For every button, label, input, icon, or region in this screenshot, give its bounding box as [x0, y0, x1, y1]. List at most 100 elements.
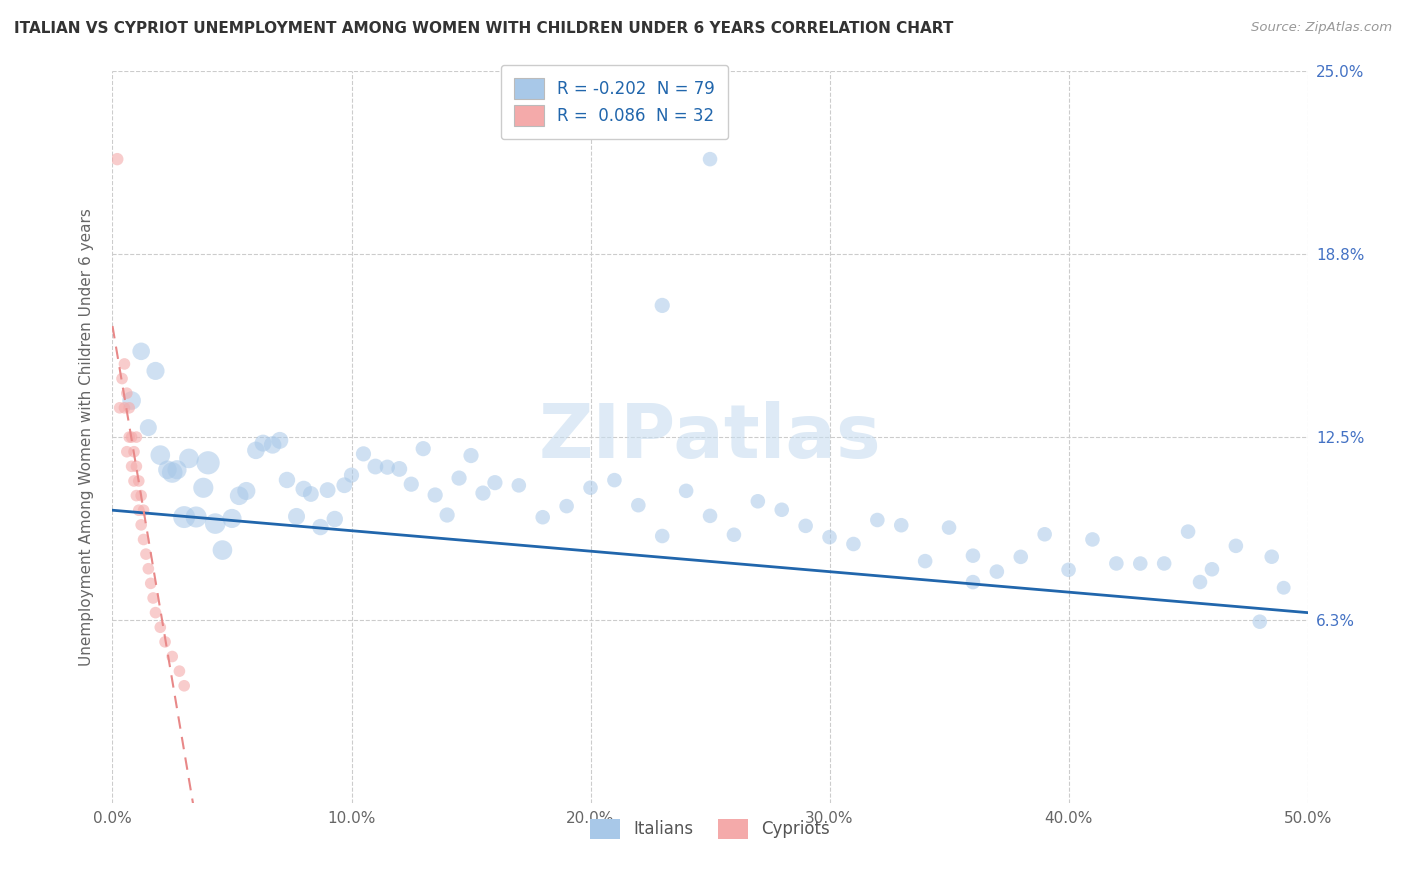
Point — [145, 364, 167, 378]
Point — [866, 513, 889, 527]
Point — [531, 510, 554, 524]
Point — [145, 606, 167, 620]
Point — [149, 620, 172, 634]
Point — [747, 494, 769, 508]
Point — [962, 575, 984, 590]
Point — [299, 487, 322, 501]
Legend: Italians, Cypriots: Italians, Cypriots — [583, 812, 837, 846]
Point — [197, 456, 219, 470]
Point — [114, 401, 135, 415]
Point — [484, 475, 506, 490]
Point — [316, 483, 339, 497]
Point — [135, 547, 157, 561]
Point — [292, 482, 315, 496]
Point — [142, 591, 165, 605]
Point — [125, 489, 148, 503]
Point — [111, 371, 134, 385]
Point — [651, 529, 673, 543]
Point — [262, 438, 284, 452]
Point — [818, 530, 841, 544]
Point — [472, 486, 495, 500]
Point — [1201, 562, 1223, 576]
Point — [1129, 557, 1152, 571]
Point — [340, 468, 363, 483]
Point — [1225, 539, 1247, 553]
Point — [460, 449, 482, 463]
Point — [138, 420, 160, 434]
Point — [579, 481, 602, 495]
Point — [651, 298, 673, 312]
Point — [723, 528, 745, 542]
Point — [699, 152, 721, 166]
Point — [105, 152, 128, 166]
Point — [675, 483, 697, 498]
Point — [149, 448, 172, 462]
Point — [1105, 557, 1128, 571]
Point — [285, 509, 308, 524]
Point — [122, 444, 145, 458]
Point — [890, 518, 912, 533]
Point — [115, 386, 138, 401]
Point — [193, 481, 215, 495]
Point — [121, 393, 143, 408]
Point — [1033, 527, 1056, 541]
Point — [228, 489, 250, 503]
Point — [333, 478, 356, 492]
Point — [914, 554, 936, 568]
Point — [1081, 533, 1104, 547]
Point — [1249, 615, 1271, 629]
Point — [125, 459, 148, 474]
Point — [1189, 574, 1212, 589]
Point — [449, 471, 471, 485]
Point — [162, 466, 183, 480]
Point — [323, 512, 346, 526]
Point — [1010, 549, 1032, 564]
Point — [986, 565, 1008, 579]
Point — [1272, 581, 1295, 595]
Point — [388, 462, 411, 476]
Point — [162, 649, 183, 664]
Point — [121, 430, 143, 444]
Point — [1177, 524, 1199, 539]
Point — [121, 459, 143, 474]
Point — [129, 489, 152, 503]
Text: ITALIAN VS CYPRIOT UNEMPLOYMENT AMONG WOMEN WITH CHILDREN UNDER 6 YEARS CORRELAT: ITALIAN VS CYPRIOT UNEMPLOYMENT AMONG WO… — [14, 21, 953, 36]
Point — [118, 401, 141, 415]
Point — [252, 436, 274, 450]
Point — [401, 477, 423, 491]
Y-axis label: Unemployment Among Women with Children Under 6 years: Unemployment Among Women with Children U… — [79, 208, 94, 666]
Point — [364, 459, 387, 474]
Point — [1261, 549, 1284, 564]
Point — [211, 543, 233, 558]
Point — [138, 562, 160, 576]
Point — [173, 679, 195, 693]
Point — [115, 444, 138, 458]
Point — [129, 344, 152, 359]
Point — [129, 517, 152, 532]
Point — [128, 474, 150, 488]
Point — [1153, 557, 1175, 571]
Point — [627, 498, 650, 512]
Point — [128, 503, 150, 517]
Point — [555, 499, 578, 513]
Point — [842, 537, 865, 551]
Point — [166, 463, 188, 477]
Point — [235, 483, 257, 498]
Point — [699, 508, 721, 523]
Point — [377, 460, 399, 475]
Point — [412, 442, 434, 456]
Point — [221, 511, 243, 525]
Point — [173, 510, 195, 524]
Text: Source: ZipAtlas.com: Source: ZipAtlas.com — [1251, 21, 1392, 34]
Point — [508, 478, 530, 492]
Point — [177, 451, 200, 466]
Point — [938, 520, 960, 534]
Point — [309, 520, 332, 534]
Point — [156, 463, 179, 477]
Point — [118, 430, 141, 444]
Point — [108, 401, 131, 415]
Point — [962, 549, 984, 563]
Point — [114, 357, 135, 371]
Point — [122, 474, 145, 488]
Point — [125, 430, 148, 444]
